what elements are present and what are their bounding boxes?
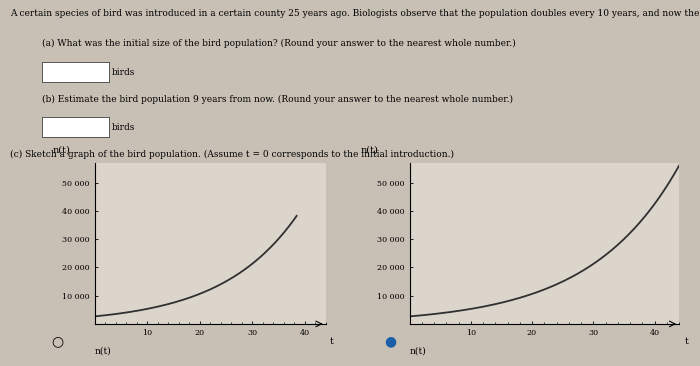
Text: A certain species of bird was introduced in a certain county 25 years ago. Biolo: A certain species of bird was introduced… xyxy=(10,9,700,18)
Text: t: t xyxy=(685,337,688,346)
Text: (c) Sketch a graph of the bird population. (Assume t = 0 corresponds to the init: (c) Sketch a graph of the bird populatio… xyxy=(10,150,454,159)
Text: ○: ○ xyxy=(51,334,64,348)
Text: n(t): n(t) xyxy=(361,146,379,155)
Text: (b) Estimate the bird population 9 years from now. (Round your answer to the nea: (b) Estimate the bird population 9 years… xyxy=(42,95,513,104)
Text: birds: birds xyxy=(112,123,135,132)
Text: t: t xyxy=(330,337,334,346)
Text: birds: birds xyxy=(112,68,135,77)
Text: ●: ● xyxy=(384,334,397,348)
Text: n(t): n(t) xyxy=(53,146,71,155)
Text: n(t): n(t) xyxy=(410,347,426,356)
Text: (a) What was the initial size of the bird population? (Round your answer to the : (a) What was the initial size of the bir… xyxy=(42,38,516,48)
Text: n(t): n(t) xyxy=(94,347,111,356)
